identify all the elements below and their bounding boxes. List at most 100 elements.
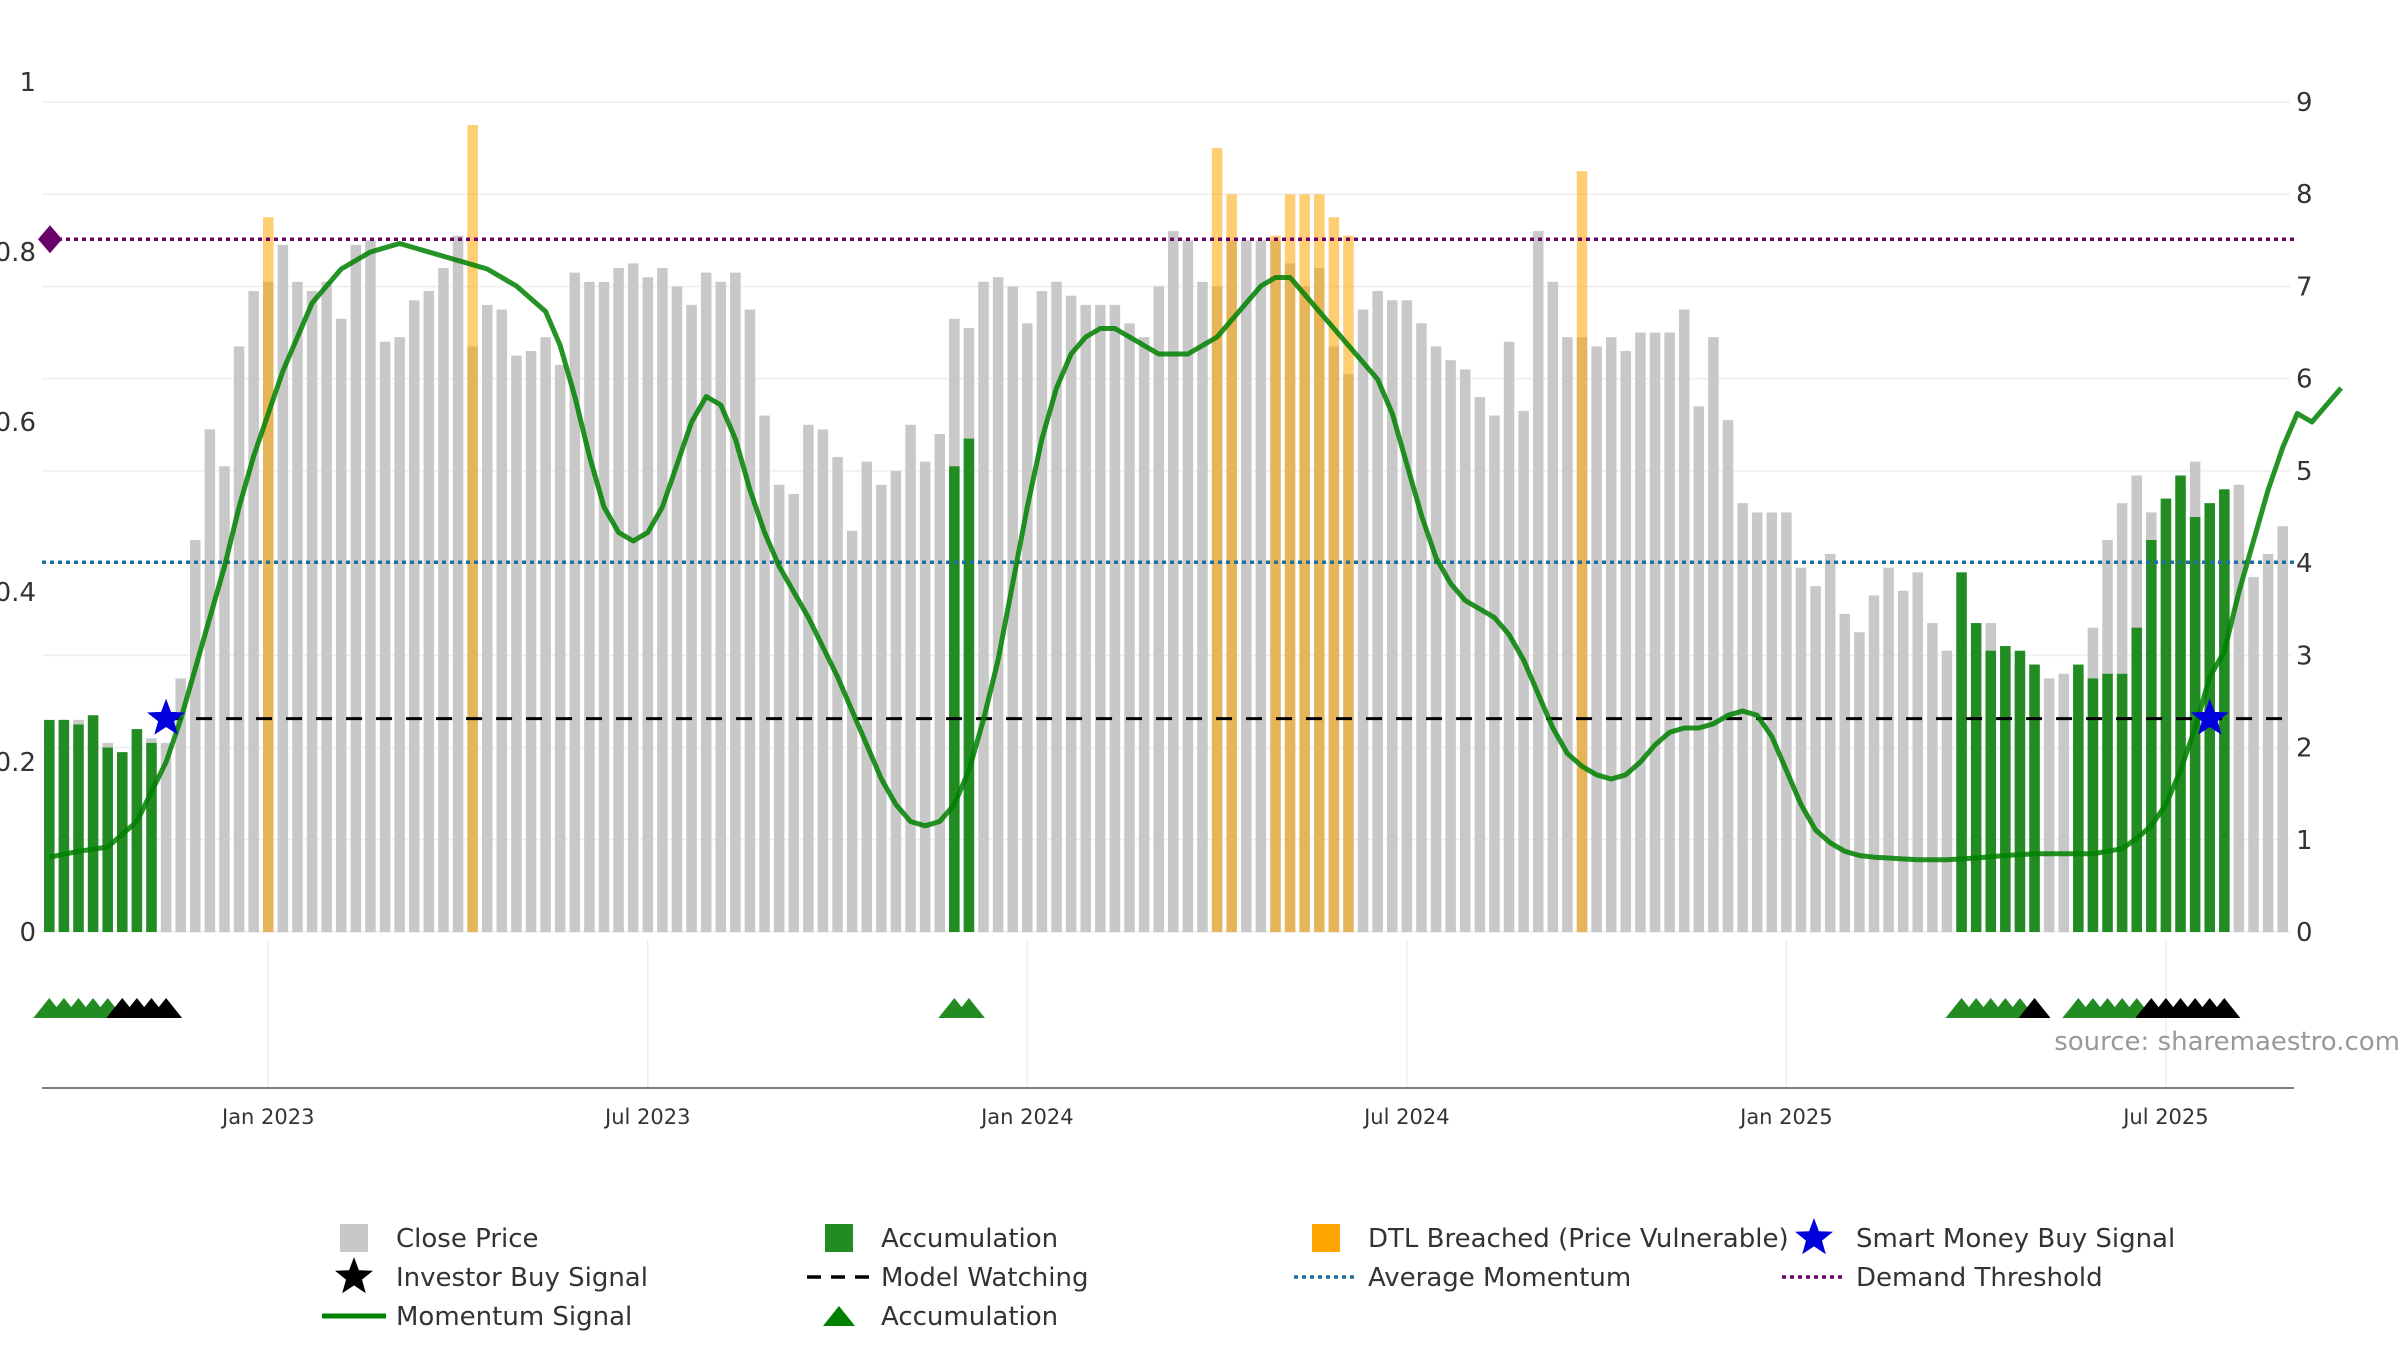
accumulation-bar (1956, 572, 1967, 932)
source-label: source: sharemaestro.com (2054, 1027, 2400, 1057)
close-price-bar (1693, 406, 1705, 932)
legend-swatch-square (340, 1224, 368, 1252)
dtl-breached-bar (467, 125, 478, 933)
close-price-bar (1007, 286, 1018, 932)
dtl-breached-bar (1576, 171, 1588, 932)
dtl-breached-bar (1270, 235, 1281, 932)
momentum-signal (48, 241, 2343, 863)
right-axis-tick-label: 8 (2296, 180, 2313, 210)
close-price-bar (1241, 240, 1252, 933)
close-price-bar (598, 281, 610, 932)
close-price-bar (365, 240, 376, 933)
close-price-bar (1591, 346, 1602, 932)
close-price-bar (1036, 291, 1048, 932)
close-price-bar (2058, 673, 2069, 932)
dtl-breached-bar (1299, 194, 1310, 932)
close-price-bar (613, 268, 624, 932)
close-price-bars (44, 231, 2288, 933)
close-price-bar (190, 540, 201, 932)
close-price-bar (876, 484, 887, 932)
close-price-bar (730, 272, 741, 933)
legend-label: Demand Threshold (1856, 1263, 2103, 1293)
close-price-bar (525, 351, 537, 932)
investor-buy-triangle (2208, 998, 2241, 1018)
close-price-bar (175, 678, 186, 932)
left-axis-tick-label: 1 (19, 68, 36, 98)
accumulation-bar (2000, 646, 2011, 932)
accumulation-bar (102, 747, 113, 932)
close-price-bar (1095, 304, 1106, 932)
close-price-bar (496, 309, 508, 932)
close-price-bar (1401, 300, 1413, 932)
close-price-bar (1897, 590, 1909, 932)
close-price-bar (1445, 360, 1456, 932)
x-axis-tick-label: Jul 2025 (2121, 1105, 2208, 1129)
close-price-bar (1722, 420, 1734, 932)
close-price-bar (1547, 281, 1559, 932)
close-price-bar (686, 304, 697, 932)
accumulation-bar (963, 438, 975, 932)
close-price-bar (1678, 309, 1690, 932)
close-price-bar (204, 429, 216, 932)
left-axis-tick-label: 0.8 (0, 238, 36, 268)
close-price-bar (817, 429, 829, 932)
close-price-bar (1795, 567, 1807, 932)
close-price-bar (861, 461, 873, 932)
legend-swatch-square (825, 1224, 853, 1252)
lower-panel (33, 998, 2241, 1018)
close-price-bar (803, 424, 814, 932)
legend-swatch-square (1312, 1224, 1340, 1252)
close-price-bar (657, 268, 668, 932)
close-price-bar (1824, 553, 1836, 932)
legend-label: Close Price (396, 1224, 539, 1254)
accumulation-bar (2029, 664, 2040, 932)
accumulation-bar (2131, 627, 2142, 932)
close-price-bar (1810, 586, 1821, 932)
close-price-bar (160, 742, 172, 932)
close-price-bar (1941, 650, 1953, 932)
close-price-bar (2248, 576, 2259, 932)
right-axis-tick-label: 3 (2296, 641, 2313, 671)
legend-swatch-star (1795, 1218, 1833, 1255)
accumulation-bar (117, 752, 128, 932)
legend-item: Model Watching (807, 1263, 1088, 1293)
close-price-bar (1664, 332, 1675, 932)
axes: 0 0.2 0.4 0.6 0.8 1 0 1 2 3 4 5 6 7 8 9 Jan 2023 Jul 2023… (0, 68, 2313, 1129)
close-price-bar (919, 461, 931, 932)
smart-money-buy-star (147, 698, 186, 735)
legend-item: Accumulation (823, 1302, 1058, 1332)
close-price-bar (452, 235, 464, 932)
close-price-bar (2262, 553, 2274, 932)
close-price-bar (700, 272, 712, 933)
accumulation-bar (146, 742, 157, 932)
close-price-bar (2043, 678, 2055, 932)
close-price-bar (1883, 567, 1894, 932)
legend-label: Accumulation (881, 1224, 1058, 1254)
left-axis-tick-label: 0.2 (0, 748, 36, 778)
close-price-bar (846, 530, 858, 932)
close-price-bar (292, 281, 303, 932)
left-axis-tick-label: 0.4 (0, 578, 36, 608)
close-price-bar (2233, 484, 2245, 932)
right-axis-tick-label: 0 (2296, 918, 2313, 948)
accumulation-bar (73, 724, 84, 932)
close-price-bar (715, 281, 727, 932)
accumulation-bar (1970, 623, 1982, 932)
right-axis-tick-label: 4 (2296, 549, 2313, 579)
close-price-bar (1022, 323, 1033, 932)
close-price-bar (1927, 623, 1938, 932)
close-price-bar (788, 493, 800, 932)
close-price-bar (569, 272, 581, 933)
close-price-bar (1153, 286, 1164, 932)
close-price-bar (1138, 337, 1150, 933)
close-price-bar (1518, 410, 1529, 932)
dtl-breached-bar (1328, 217, 1340, 932)
close-price-bar (1605, 337, 1617, 933)
accumulation-bar (87, 715, 99, 932)
dtl-breached-bar (1314, 194, 1325, 932)
accumulation-bar (2219, 489, 2230, 932)
close-price-bar (1124, 323, 1135, 932)
close-price-bar (408, 300, 420, 932)
close-price-bar (627, 263, 639, 932)
close-price-bar (1839, 613, 1851, 932)
